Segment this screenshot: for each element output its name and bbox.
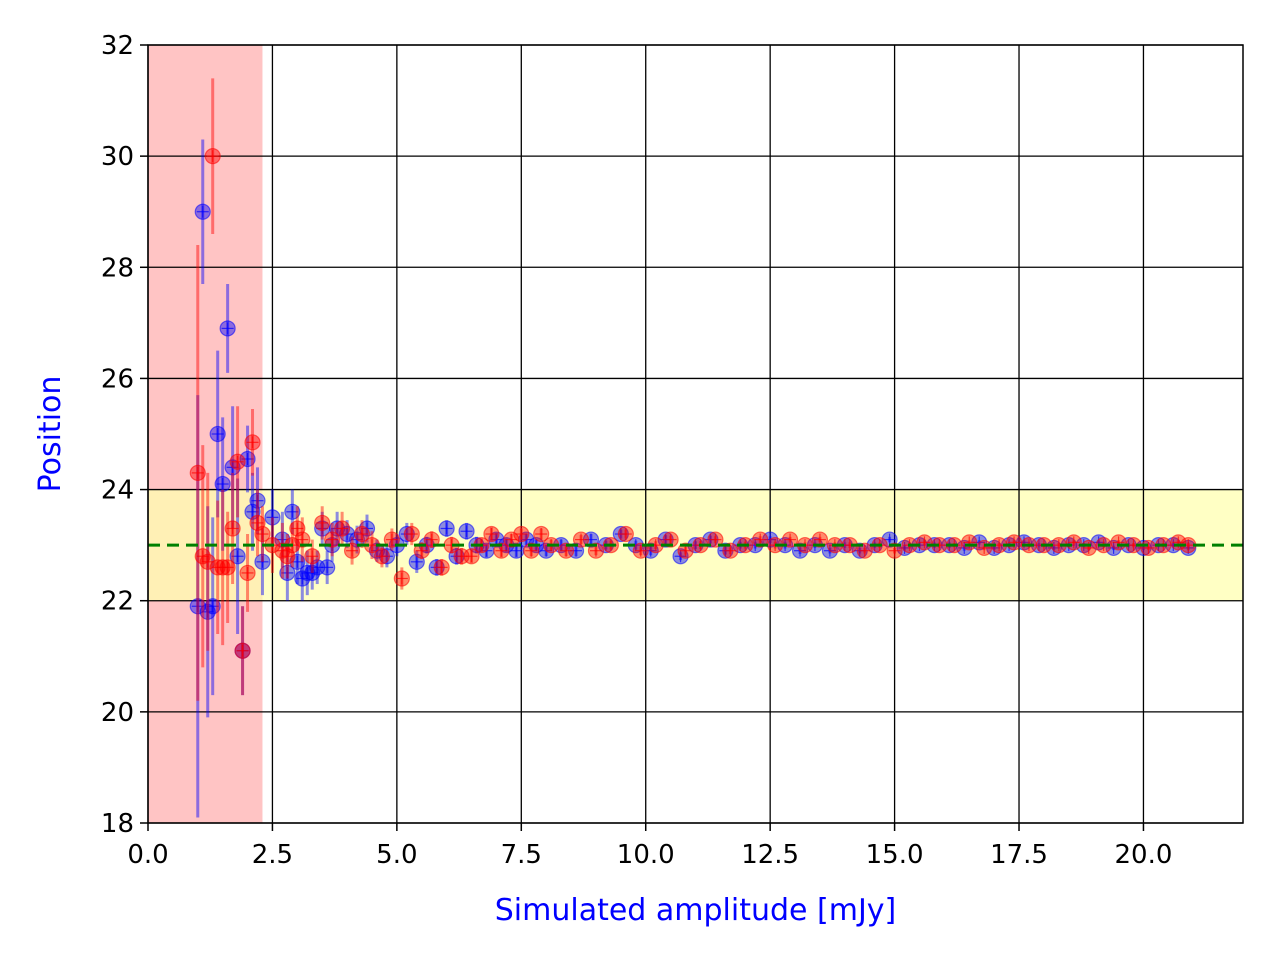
y-tick-label: 24 xyxy=(101,476,134,506)
data-series-1 xyxy=(189,139,1197,818)
x-tick-label: 10.0 xyxy=(617,840,675,870)
y-axis-label: Position xyxy=(33,376,68,493)
y-tick-label: 28 xyxy=(101,253,134,283)
y-tick-label: 18 xyxy=(101,809,134,839)
shaded-bands xyxy=(148,45,1243,823)
axis-ticks: 0.0 2.5 5.0 7.5 10.0 12.5 15.0 17.5 20.0 18 20 22 24… xyxy=(101,31,1172,870)
data-series-2 xyxy=(189,78,1197,701)
vertical-band xyxy=(148,45,263,823)
x-tick-label: 5.0 xyxy=(376,840,417,870)
y-tick-label: 20 xyxy=(101,698,134,728)
x-tick-label: 7.5 xyxy=(501,840,542,870)
x-tick-label: 20.0 xyxy=(1115,840,1173,870)
x-tick-label: 2.5 xyxy=(252,840,293,870)
plot-frame xyxy=(147,44,1244,824)
y-tick-label: 30 xyxy=(101,142,134,172)
y-tick-label: 26 xyxy=(101,364,134,394)
x-tick-label: 12.5 xyxy=(741,840,799,870)
grid-lines xyxy=(147,44,1243,824)
x-tick-label: 15.0 xyxy=(866,840,924,870)
y-tick-label: 32 xyxy=(101,31,134,61)
y-tick-label: 22 xyxy=(101,587,134,617)
x-tick-label: 0.0 xyxy=(127,840,168,870)
data-series-layer xyxy=(189,78,1197,818)
x-tick-label: 17.5 xyxy=(990,840,1048,870)
x-axis-label: Simulated amplitude [mJy] xyxy=(495,893,897,928)
